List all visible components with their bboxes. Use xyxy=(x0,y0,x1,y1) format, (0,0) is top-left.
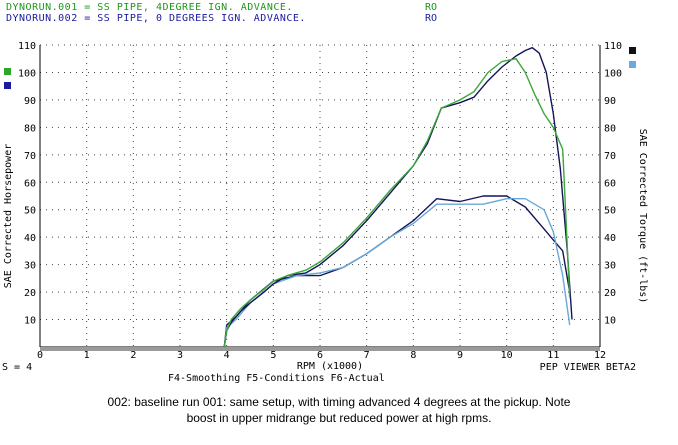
y-tick-label-left: 40 xyxy=(24,233,36,244)
run1-tag: RO xyxy=(425,2,438,13)
smoothing-readout: S = 4 xyxy=(2,362,32,373)
y-tick-label-right: 80 xyxy=(604,123,616,134)
x-axis-label: RPM (x1000) xyxy=(297,361,363,372)
run2-swatch-right xyxy=(629,47,636,54)
function-keys-hint: F4-Smoothing F5-Conditions F6-Actual xyxy=(168,373,385,384)
x-tick-label: 3 xyxy=(177,350,183,361)
viewer-name: PEP VIEWER BETA2 xyxy=(540,362,636,373)
y-tick-label-left: 10 xyxy=(24,316,36,327)
caption-line-2: boost in upper midrange but reduced powe… xyxy=(186,411,492,425)
run2-header: DYNORUN.002 = SS PIPE, 0 DEGREES IGN. AD… xyxy=(6,13,306,24)
y-tick-label-right: 20 xyxy=(604,288,616,299)
y-tick-label-right: 10 xyxy=(604,316,616,327)
run1-swatch-right xyxy=(629,61,636,68)
x-tick-label: 6 xyxy=(317,350,323,361)
y-tick-label-left: 90 xyxy=(24,96,36,107)
y-tick-label-right: 50 xyxy=(604,206,616,217)
x-axis-bar xyxy=(40,347,600,351)
x-tick-label: 1 xyxy=(84,350,90,361)
series-run1-torque xyxy=(223,197,571,348)
y-tick-label-left: 50 xyxy=(24,206,36,217)
x-tick-label: 4 xyxy=(224,350,230,361)
run2-swatch-left xyxy=(4,82,11,89)
x-tick-label: 9 xyxy=(457,350,463,361)
y-tick-label-left: 110 xyxy=(18,41,36,52)
x-tick-label: 11 xyxy=(547,350,559,361)
x-tick-label: 2 xyxy=(130,350,136,361)
y-tick-label-right: 30 xyxy=(604,261,616,272)
y-tick-label-left: 30 xyxy=(24,261,36,272)
y-tick-label-right: 40 xyxy=(604,233,616,244)
caption-line-1: 002: baseline run 001: same setup, with … xyxy=(107,395,571,409)
run1-header: DYNORUN.001 = SS PIPE, 4DEGREE IGN. ADVA… xyxy=(6,2,293,13)
x-tick-label: 5 xyxy=(270,350,276,361)
x-tick-label: 8 xyxy=(410,350,416,361)
y-axis-label-left: SAE Corrected Horsepower xyxy=(3,144,14,289)
y-axis-label-right: SAE Corrected Torque (ft-lbs) xyxy=(637,129,648,304)
series-run2-torque xyxy=(223,195,571,348)
series-run1-hp xyxy=(223,58,571,348)
y-tick-label-left: 80 xyxy=(24,123,36,134)
x-tick-label: 10 xyxy=(501,350,513,361)
x-tick-label: 12 xyxy=(594,350,606,361)
x-tick-label: 7 xyxy=(364,350,370,361)
y-tick-label-left: 20 xyxy=(24,288,36,299)
run2-tag: RO xyxy=(425,13,438,24)
y-tick-label-right: 110 xyxy=(604,41,622,52)
run1-swatch-left xyxy=(4,68,11,75)
y-tick-label-left: 70 xyxy=(24,151,36,162)
y-tick-label-right: 70 xyxy=(604,151,616,162)
y-tick-label-right: 60 xyxy=(604,178,616,189)
y-tick-label-right: 100 xyxy=(604,68,622,79)
x-tick-label: 0 xyxy=(37,350,43,361)
y-tick-label-left: 60 xyxy=(24,178,36,189)
series-run2-hp xyxy=(223,47,573,348)
y-tick-label-right: 90 xyxy=(604,96,616,107)
y-tick-label-left: 100 xyxy=(18,68,36,79)
